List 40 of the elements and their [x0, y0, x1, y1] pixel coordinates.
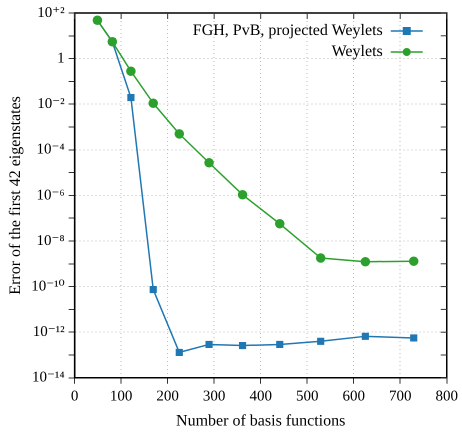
point	[238, 342, 246, 350]
point	[174, 129, 184, 139]
point	[408, 256, 418, 266]
y-tick-label: 10⁺²	[37, 4, 66, 21]
legend-label: FGH, PvB, projected Weylets	[192, 22, 383, 40]
y-axis-title: Error of the first 42 eigenstates	[6, 96, 24, 295]
point	[275, 219, 285, 229]
x-tick-label: 800	[436, 388, 458, 405]
point	[410, 334, 418, 342]
y-tick-label: 10⁻¹²	[32, 324, 66, 340]
point	[362, 332, 369, 340]
point	[126, 66, 136, 76]
y-tick-label: 10⁻⁶	[36, 187, 65, 204]
x-tick-label: 600	[342, 388, 365, 405]
x-tick-label: 0	[70, 388, 78, 405]
x-tick-label: 200	[156, 388, 179, 405]
point	[360, 257, 370, 266]
x-tick-label: 500	[296, 388, 318, 405]
y-tick-label: 10⁻¹⁴	[32, 370, 65, 386]
point	[148, 98, 158, 108]
point	[205, 340, 213, 348]
point	[127, 94, 134, 102]
point	[176, 348, 183, 356]
x-tick-label: 400	[249, 388, 272, 405]
point	[316, 253, 326, 263]
point	[276, 340, 284, 348]
legend-label: Weylets	[332, 43, 383, 60]
y-tick-label: 10⁻⁸	[36, 232, 65, 249]
y-tick-label: 10⁻²	[37, 96, 66, 112]
point	[317, 338, 324, 345]
x-tick-label: 700	[388, 388, 412, 405]
y-tick-label: 1	[57, 50, 65, 67]
point	[150, 286, 157, 294]
x-tick-label: 300	[202, 388, 226, 405]
x-tick-label: 100	[110, 388, 132, 405]
point	[204, 158, 214, 168]
x-axis-title: Number of basis functions	[176, 412, 346, 430]
point	[238, 190, 248, 200]
y-tick-label: 10⁻¹⁰	[31, 278, 65, 295]
y-tick-label: 10⁻⁴	[36, 142, 65, 158]
